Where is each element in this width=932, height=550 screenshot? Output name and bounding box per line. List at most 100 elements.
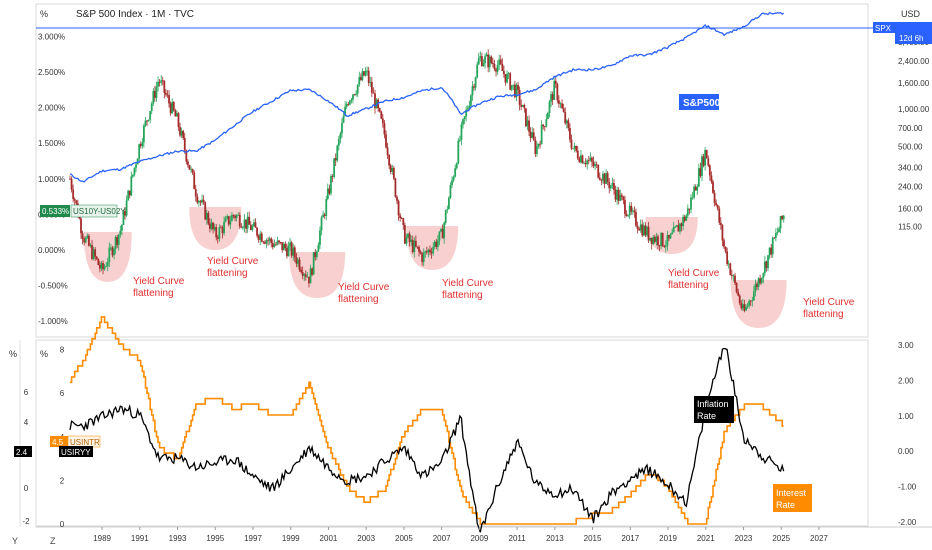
spread-candle-body: [248, 216, 251, 225]
upper-left-tick: 0.000%: [38, 246, 65, 255]
x-tick-label: 2025: [772, 534, 790, 543]
spread-candle-body: [164, 92, 167, 95]
spread-candle-body: [97, 258, 100, 266]
spread-candle-body: [510, 85, 513, 90]
spread-candle-body: [712, 181, 714, 193]
usintr-value-badge: [50, 436, 68, 447]
spread-candle-body: [686, 208, 689, 216]
spread-candle-body: [416, 246, 419, 248]
spread-candle-body: [276, 240, 279, 245]
axis-ticks: 3.000%2.500%2.000%1.500%1.000%0.500%0.00…: [22, 32, 929, 543]
z-button[interactable]: Z: [50, 536, 56, 546]
spread-candle-body: [773, 237, 776, 239]
spread-candle-body: [729, 263, 732, 275]
right-unit-label: USD: [901, 9, 921, 19]
upper-right-tick: 2,400.00: [898, 57, 930, 66]
spread-candle-body: [697, 168, 700, 187]
spread-candle-body: [380, 111, 383, 119]
spread-candle-body: [131, 174, 134, 177]
spread-candle-body: [157, 81, 159, 87]
highlight-zone: [730, 280, 787, 328]
spread-candle-body: [584, 163, 587, 165]
upper-right-tick: 115.00: [898, 223, 922, 232]
x-tick-label: 2001: [320, 534, 338, 543]
highlight-zone: [83, 232, 132, 282]
upper-right-tick: 340.00: [898, 164, 923, 173]
spread-candle-body: [567, 120, 570, 129]
spread-candle-body: [559, 103, 562, 105]
spread-candle-body: [109, 247, 112, 249]
spread-candle-body: [752, 291, 755, 301]
spread-candle-body: [419, 251, 422, 254]
spread-candle-body: [633, 210, 636, 213]
spread-candle-body: [163, 80, 166, 93]
spread-candle-body: [122, 211, 125, 225]
spread-candle-body: [603, 173, 606, 184]
spread-candle-body: [432, 246, 435, 254]
spread-candle-body: [73, 198, 76, 201]
spread-candle-body: [350, 99, 353, 101]
spread-candle-body: [389, 165, 392, 172]
spread-candle-body: [597, 165, 600, 178]
spread-candle-body: [391, 168, 394, 172]
spread-candle-body: [493, 64, 496, 70]
spread-candle-body: [677, 225, 680, 232]
spread-candle-body: [267, 240, 269, 242]
spread-candle-body: [748, 300, 751, 306]
spread-candle-body: [443, 222, 446, 239]
spread-candle-body: [664, 245, 667, 247]
spread-candle-body: [705, 150, 708, 159]
spread-candle-body: [367, 70, 370, 83]
spread-candle-body: [732, 275, 735, 277]
spread-candle-body: [583, 163, 585, 164]
annotation-flattening: flattening: [803, 309, 844, 320]
spread-candle-body: [514, 84, 516, 98]
upper-right-tick: 500.00: [898, 143, 923, 152]
spread-candle-body: [160, 80, 163, 83]
spread-candle-body: [653, 237, 656, 242]
spread-candle-body: [573, 145, 576, 149]
spread-candle-body: [331, 176, 334, 177]
spread-candle-body: [466, 108, 469, 110]
spread-candle-body: [386, 147, 389, 156]
x-tick-label: 2013: [546, 534, 564, 543]
upper-left-tick: 1.000%: [38, 175, 65, 184]
y-button[interactable]: Y: [12, 536, 18, 546]
spread-candle-body: [70, 178, 73, 190]
spread-candle-body: [723, 240, 725, 247]
spread-candle-body: [325, 198, 328, 216]
x-tick-label: 2023: [735, 534, 753, 543]
spread-candle-body: [359, 77, 362, 81]
spread-candle-body: [270, 238, 273, 243]
spread-candle-body: [771, 237, 774, 255]
spread-candle-body: [537, 143, 540, 147]
spread-candle-body: [440, 229, 442, 232]
spread-candle-body: [87, 235, 90, 246]
spread-candle-body: [116, 237, 119, 245]
spread-candle-body: [86, 235, 89, 238]
spread-candle-body: [605, 173, 607, 184]
spread-candle-body: [273, 244, 276, 248]
spread-candle-body: [707, 158, 710, 166]
spread-candle-body: [83, 238, 86, 243]
spread-candle-body: [128, 190, 131, 196]
spread-candle-body: [72, 189, 75, 199]
spread-candle-body: [564, 111, 567, 124]
spread-candle-body: [647, 226, 650, 241]
spread-candle-body: [581, 155, 584, 164]
spread-candle-body: [501, 63, 504, 71]
spread-candle-body: [666, 235, 669, 246]
spread-candle-body: [716, 205, 719, 209]
spread-candle-body: [333, 158, 336, 177]
spread-candle-body: [366, 70, 369, 72]
spread-candle-body: [334, 158, 337, 161]
spread-candle-body: [345, 104, 348, 107]
spread-candle-body: [337, 138, 340, 146]
spread-candle-body: [392, 168, 395, 179]
spread-candle-body: [479, 56, 482, 59]
spread-candle-body: [323, 214, 326, 216]
spread-candle-body: [341, 122, 343, 134]
spread-candle-body: [539, 143, 541, 145]
spread-candle-body: [138, 144, 141, 159]
